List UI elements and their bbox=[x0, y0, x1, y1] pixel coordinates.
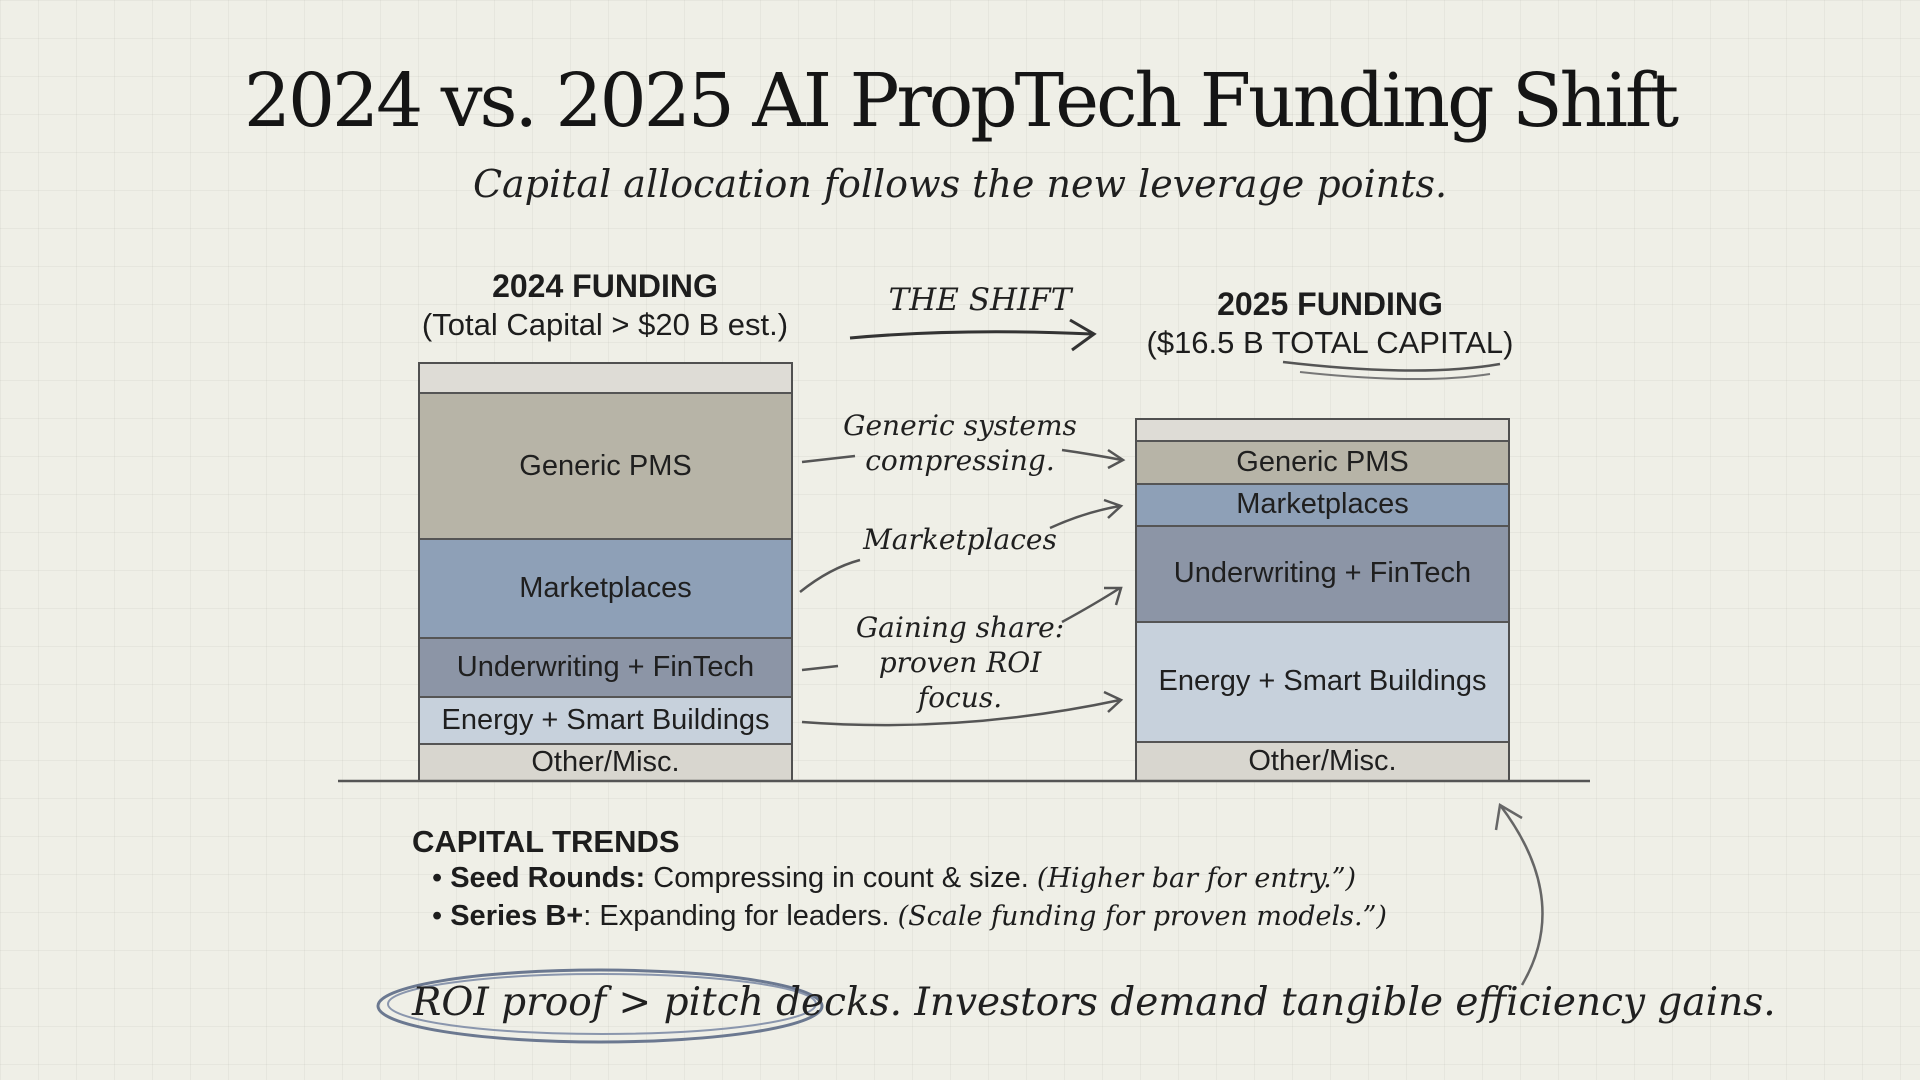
arrow-uw-head bbox=[1104, 586, 1123, 606]
arrow-generic bbox=[1061, 448, 1123, 462]
stack-2025: Other/Misc. Energy + Smart Buildings Under… bbox=[1135, 418, 1510, 782]
arrow-generic-head bbox=[1107, 448, 1126, 470]
arrow-uw bbox=[1061, 586, 1121, 624]
arrow-energy bbox=[801, 698, 1121, 727]
stack-2024: Other/Misc. Energy + Smart Buildings Under… bbox=[418, 362, 793, 782]
segment-2024-other-misc-: Other/Misc. bbox=[420, 743, 791, 780]
trend-label: Seed Rounds: bbox=[450, 862, 646, 894]
annotation-gaining: Gaining share: proven ROI focus. bbox=[855, 611, 1065, 714]
arrow-generic-tail bbox=[801, 454, 856, 464]
segment-2024-generic-pms: Generic PMS bbox=[420, 392, 791, 539]
arrow-market-tail bbox=[799, 558, 861, 593]
footer-highlight-ellipse-2 bbox=[387, 973, 817, 1035]
segment-2025-generic-pms: Generic PMS bbox=[1137, 440, 1508, 483]
trend-note: (Higher bar for entry.”) bbox=[1036, 863, 1357, 894]
left-heading-subtitle: (Total Capital > $20 B est.) bbox=[421, 307, 789, 342]
trend-item-series-b: • Series B+: Expanding for leaders. (Sca… bbox=[432, 900, 1387, 932]
footer-highlight-ellipse bbox=[376, 968, 824, 1044]
shift-label: THE SHIFT bbox=[888, 282, 1072, 318]
total-underline-2 bbox=[1299, 371, 1491, 381]
right-column-heading: 2025 FUNDING ($16.5 B TOTAL CAPITAL) bbox=[1120, 286, 1540, 361]
trends-heading: CAPITAL TRENDS bbox=[412, 824, 680, 859]
segment-2025-marketplaces: Marketplaces bbox=[1137, 482, 1508, 525]
stack-2024-cap bbox=[420, 364, 791, 392]
left-column-heading: 2024 FUNDING (Total Capital > $20 B est.… bbox=[400, 268, 810, 343]
footer-highlight: ROI proof > pitch decks. bbox=[412, 980, 903, 1025]
annotation-generic: Generic systems compressing. bbox=[843, 409, 1077, 477]
arrow-uw-tail bbox=[801, 664, 839, 672]
arrow-market bbox=[1049, 504, 1121, 530]
page-subtitle: Capital allocation follows the new lever… bbox=[472, 162, 1448, 206]
shift-arrow bbox=[849, 330, 1093, 340]
annotation-marketplaces: Marketplaces bbox=[863, 523, 1057, 556]
segment-2025-energy-smart-buildings: Energy + Smart Buildings bbox=[1137, 620, 1508, 742]
total-underline bbox=[1282, 360, 1501, 372]
segment-2025-underwriting-fintech: Underwriting + FinTech bbox=[1137, 525, 1508, 621]
page-title: 2024 vs. 2025 AI PropTech Funding Shift bbox=[243, 58, 1679, 144]
left-heading-title: 2024 FUNDING bbox=[492, 268, 718, 304]
arrow-market-head bbox=[1103, 498, 1124, 519]
footer-rest: Investors demand tangible efficiency gai… bbox=[914, 980, 1776, 1025]
trend-note: (Scale funding for proven models.”) bbox=[897, 901, 1387, 932]
trend-text: Compressing in count & size. bbox=[653, 862, 1029, 894]
right-heading-subtitle: ($16.5 B TOTAL CAPITAL) bbox=[1146, 325, 1514, 360]
right-heading-title: 2025 FUNDING bbox=[1217, 286, 1443, 322]
trend-item-seed: • Seed Rounds: Compressing in count & si… bbox=[432, 862, 1357, 894]
stack-2025-cap bbox=[1137, 420, 1508, 440]
footer-arrow-head bbox=[1494, 802, 1523, 831]
segment-2025-other-misc-: Other/Misc. bbox=[1137, 741, 1508, 780]
footer-statement: ROI proof > pitch decks. Investors deman… bbox=[412, 980, 1776, 1025]
trend-text: : Expanding for leaders. bbox=[583, 900, 890, 932]
segment-2024-underwriting-fintech: Underwriting + FinTech bbox=[420, 637, 791, 696]
shift-arrowhead bbox=[1069, 318, 1097, 352]
footer-arrow bbox=[1499, 804, 1544, 986]
arrow-energy-head bbox=[1103, 690, 1124, 713]
segment-2024-marketplaces: Marketplaces bbox=[420, 538, 791, 638]
trend-label: Series B+ bbox=[450, 900, 584, 932]
segment-2024-energy-smart-buildings: Energy + Smart Buildings bbox=[420, 695, 791, 744]
